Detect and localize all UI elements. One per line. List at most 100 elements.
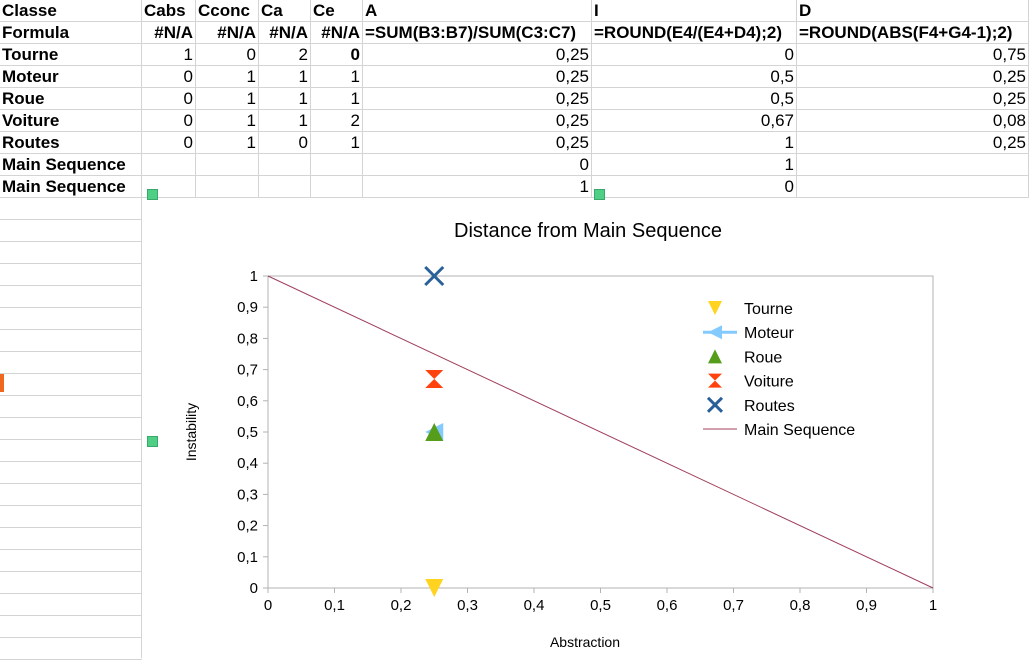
header-cell-i[interactable]: I — [592, 0, 797, 22]
data-cell-i[interactable]: 0,5 — [592, 66, 797, 88]
data-cell-ce[interactable]: 2 — [311, 110, 363, 132]
data-cell-ca[interactable]: 1 — [259, 88, 311, 110]
row-label-cell[interactable]: Tourne — [0, 44, 142, 66]
data-cell-a[interactable]: 0,25 — [363, 132, 592, 154]
data-cell-ca[interactable]: 1 — [259, 110, 311, 132]
empty-row-cell[interactable] — [0, 264, 142, 286]
empty-row-cell[interactable] — [0, 506, 142, 528]
data-cell-cabs[interactable] — [142, 176, 196, 198]
data-cell-ce[interactable]: 1 — [311, 132, 363, 154]
data-cell-d[interactable] — [797, 176, 1029, 198]
data-cell-cabs[interactable]: 0 — [142, 110, 196, 132]
empty-row-cell[interactable] — [0, 528, 142, 550]
data-cell-ca[interactable]: 2 — [259, 44, 311, 66]
chart-resize-handle-top-left[interactable] — [147, 189, 158, 200]
header-cell-cabs[interactable]: Cabs — [142, 0, 196, 22]
chart-canvas: Distance from Main Sequence 0 0,1 0,2 0,3 0,4… — [183, 220, 937, 650]
data-cell-i[interactable]: 0,5 — [592, 88, 797, 110]
data-cell-i[interactable]: 0,67 — [592, 110, 797, 132]
data-cell-a[interactable]: 0,25 — [363, 66, 592, 88]
data-cell-ce[interactable]: 0 — [311, 44, 363, 66]
data-cell-i[interactable]: 0 — [592, 176, 797, 198]
formula-cell-a[interactable]: =SUM(B3:B7)/SUM(C3:C7) — [363, 22, 592, 44]
data-cell-d[interactable]: 0,25 — [797, 132, 1029, 154]
formula-cell-cabs[interactable]: #N/A — [142, 22, 196, 44]
empty-row-cell[interactable] — [0, 440, 142, 462]
empty-row-cell[interactable] — [0, 418, 142, 440]
data-cell-a[interactable]: 0 — [363, 154, 592, 176]
empty-row-cell[interactable] — [0, 308, 142, 330]
header-cell-d[interactable]: D — [797, 0, 1029, 22]
data-cell-cabs[interactable]: 1 — [142, 44, 196, 66]
data-cell-ce[interactable] — [311, 176, 363, 198]
row-label-cell[interactable]: Roue — [0, 88, 142, 110]
data-cell-d[interactable]: 0,75 — [797, 44, 1029, 66]
header-cell-cconc[interactable]: Cconc — [196, 0, 259, 22]
data-cell-cabs[interactable]: 0 — [142, 88, 196, 110]
empty-row-cell[interactable] — [0, 594, 142, 616]
data-cell-d[interactable]: 0,25 — [797, 66, 1029, 88]
header-cell-classe[interactable]: Classe — [0, 0, 142, 22]
data-cell-ca[interactable] — [259, 176, 311, 198]
data-cell-a[interactable]: 0,25 — [363, 88, 592, 110]
data-cell-d[interactable]: 0,08 — [797, 110, 1029, 132]
row-label-cell[interactable]: Routes — [0, 132, 142, 154]
empty-row-cell[interactable] — [0, 198, 142, 220]
row-label-cell[interactable]: Voiture — [0, 110, 142, 132]
formula-cell-ce[interactable]: #N/A — [311, 22, 363, 44]
row-label-cell[interactable]: Moteur — [0, 66, 142, 88]
data-cell-a[interactable]: 1 — [363, 176, 592, 198]
data-cell-d[interactable] — [797, 154, 1029, 176]
empty-row-cell[interactable] — [0, 220, 142, 242]
data-cell-ce[interactable]: 1 — [311, 66, 363, 88]
data-cell-a[interactable]: 0,25 — [363, 110, 592, 132]
empty-row-cell[interactable] — [0, 462, 142, 484]
formula-cell-ca[interactable]: #N/A — [259, 22, 311, 44]
data-cell-ce[interactable]: 1 — [311, 88, 363, 110]
data-cell-cconc[interactable]: 1 — [196, 88, 259, 110]
formula-cell-i[interactable]: =ROUND(E4/(E4+D4);2) — [592, 22, 797, 44]
data-cell-d[interactable]: 0,25 — [797, 88, 1029, 110]
data-cell-i[interactable]: 1 — [592, 132, 797, 154]
empty-row-cell[interactable] — [0, 396, 142, 418]
header-cell-ce[interactable]: Ce — [311, 0, 363, 22]
row-label-cell[interactable]: Main Sequence — [0, 154, 142, 176]
empty-row-cell[interactable] — [0, 638, 142, 660]
formula-cell-classe[interactable]: Formula — [0, 22, 142, 44]
header-cell-a[interactable]: A — [363, 0, 592, 22]
empty-row-cell[interactable] — [0, 352, 142, 374]
scatter-chart[interactable]: Distance from Main Sequence 0 0,1 0,2 0,3 0,4… — [148, 198, 1028, 658]
data-cell-cconc[interactable] — [196, 154, 259, 176]
row-label-cell[interactable]: Main Sequence — [0, 176, 142, 198]
data-cell-cconc[interactable]: 1 — [196, 110, 259, 132]
header-cell-ca[interactable]: Ca — [259, 0, 311, 22]
empty-row-cell[interactable] — [0, 330, 142, 352]
empty-row-cell[interactable] — [0, 286, 142, 308]
data-cell-i[interactable]: 0 — [592, 44, 797, 66]
data-cell-cconc[interactable]: 1 — [196, 132, 259, 154]
empty-row-cell[interactable] — [0, 572, 142, 594]
data-cell-cconc[interactable] — [196, 176, 259, 198]
data-cell-cabs[interactable]: 0 — [142, 132, 196, 154]
empty-row-cell[interactable] — [0, 616, 142, 638]
data-cell-ce[interactable] — [311, 154, 363, 176]
chart-resize-handle-middle-left[interactable] — [147, 436, 158, 447]
empty-row-cell[interactable] — [0, 484, 142, 506]
data-cell-ca[interactable]: 1 — [259, 66, 311, 88]
data-cell-cconc[interactable]: 1 — [196, 66, 259, 88]
data-cell-cconc[interactable]: 0 — [196, 44, 259, 66]
data-cell-ca[interactable]: 0 — [259, 132, 311, 154]
formula-cell-cconc[interactable]: #N/A — [196, 22, 259, 44]
formula-cell-d[interactable]: =ROUND(ABS(F4+G4-1);2) — [797, 22, 1029, 44]
data-cell-cabs[interactable] — [142, 154, 196, 176]
empty-row-cell[interactable] — [0, 374, 142, 396]
spreadsheet-lower-rows[interactable] — [0, 198, 142, 660]
data-cell-i[interactable]: 1 — [592, 154, 797, 176]
spreadsheet-grid[interactable]: Classe Cabs Cconc Ca Ce A I D Formula #N/A #N/A #N/… — [0, 0, 1031, 198]
chart-resize-handle-top-center[interactable] — [594, 189, 605, 200]
data-cell-a[interactable]: 0,25 — [363, 44, 592, 66]
data-cell-cabs[interactable]: 0 — [142, 66, 196, 88]
empty-row-cell[interactable] — [0, 242, 142, 264]
data-cell-ca[interactable] — [259, 154, 311, 176]
empty-row-cell[interactable] — [0, 550, 142, 572]
